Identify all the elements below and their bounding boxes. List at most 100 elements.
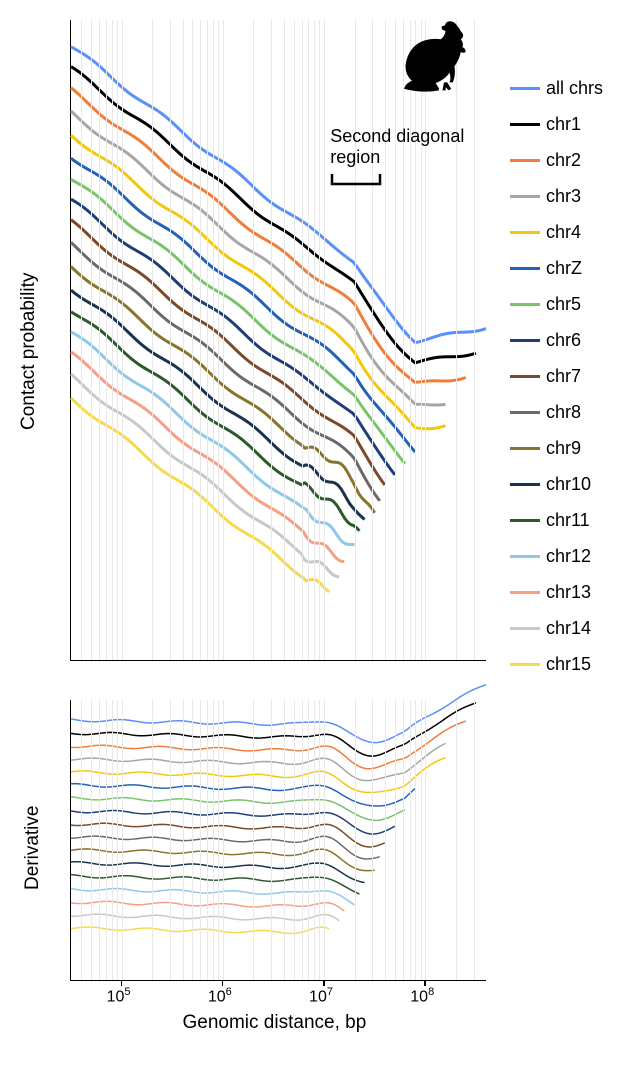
gridline (302, 20, 303, 660)
gridline (410, 20, 411, 660)
legend-label: chrZ (546, 258, 582, 279)
gridline (294, 20, 295, 660)
series-line (71, 823, 385, 847)
gridline (117, 20, 118, 660)
legend-swatch (510, 303, 540, 306)
legend-swatch (510, 411, 540, 414)
ylabel-bottom: Derivative (22, 806, 44, 890)
gridline (81, 700, 82, 980)
gridline (183, 20, 184, 660)
gridline (112, 20, 113, 660)
gridline (213, 700, 214, 980)
gridline (183, 700, 184, 980)
figure: Contact probability Second diagonalregio… (0, 0, 644, 1067)
series-line (71, 810, 395, 834)
gridline (314, 700, 315, 980)
legend-label: chr13 (546, 582, 591, 603)
legend-item: chr15 (510, 646, 603, 682)
legend-swatch (510, 159, 540, 162)
gridline (403, 20, 404, 660)
gridline (117, 700, 118, 980)
gridline (91, 20, 92, 660)
gridline (324, 20, 325, 660)
gridline (355, 700, 356, 980)
legend-label: chr9 (546, 438, 581, 459)
legend-item: chr8 (510, 394, 603, 430)
gridline (425, 20, 426, 660)
legend-swatch (510, 339, 540, 342)
plot-area-bottom (70, 700, 486, 981)
gridline (410, 700, 411, 980)
legend-item: chr12 (510, 538, 603, 574)
gridline (271, 20, 272, 660)
legend-swatch (510, 123, 540, 126)
plot-area-top (70, 20, 486, 661)
gridline (122, 20, 123, 660)
gridline (106, 700, 107, 980)
gridline (415, 20, 416, 660)
legend-item: chr5 (510, 286, 603, 322)
gridline (294, 700, 295, 980)
legend-item: chr11 (510, 502, 603, 538)
legend-swatch (510, 663, 540, 666)
lines-bottom (71, 700, 486, 980)
panel-contact-probability (70, 20, 485, 660)
legend-item: all chrs (510, 70, 603, 106)
legend-swatch (510, 483, 540, 486)
gridline (415, 700, 416, 980)
gridline (456, 20, 457, 660)
xtick (121, 980, 123, 986)
legend-label: chr5 (546, 294, 581, 315)
xtick-label: 107 (309, 986, 333, 1006)
gridline (372, 20, 373, 660)
legend-swatch (510, 447, 540, 450)
gridline (192, 20, 193, 660)
chicken-icon (400, 20, 480, 92)
series-line (71, 135, 446, 429)
gridline (385, 700, 386, 980)
xtick-label: 108 (410, 986, 434, 1006)
gridline (324, 700, 325, 980)
legend-swatch (510, 375, 540, 378)
legend-swatch (510, 627, 540, 630)
ylabel-top: Contact probability (18, 272, 40, 429)
gridline (253, 700, 254, 980)
legend-label: chr2 (546, 150, 581, 171)
legend-swatch (510, 591, 540, 594)
gridline (122, 700, 123, 980)
panel-derivative (70, 700, 485, 980)
gridline (218, 700, 219, 980)
series-line (71, 312, 359, 531)
legend-label: chr14 (546, 618, 591, 639)
gridline (91, 700, 92, 980)
gridline (302, 700, 303, 980)
legend-label: chr8 (546, 402, 581, 423)
xtick (424, 980, 426, 986)
gridline (200, 20, 201, 660)
gridline (421, 700, 422, 980)
bracket-icon (330, 172, 384, 190)
gridline (152, 20, 153, 660)
gridline (200, 700, 201, 980)
legend-label: chr11 (546, 510, 590, 531)
xtick (323, 980, 325, 986)
gridline (253, 20, 254, 660)
legend-swatch (510, 267, 540, 270)
legend-item: chr10 (510, 466, 603, 502)
legend-item: chr2 (510, 142, 603, 178)
gridline (284, 20, 285, 660)
legend-swatch (510, 231, 540, 234)
legend-label: chr10 (546, 474, 591, 495)
gridline (152, 700, 153, 980)
gridline (99, 20, 100, 660)
legend-item: chr13 (510, 574, 603, 610)
xtick-label: 105 (107, 986, 131, 1006)
legend-item: chr14 (510, 610, 603, 646)
series-line (71, 685, 486, 743)
gridline (385, 20, 386, 660)
legend-label: chr1 (546, 114, 581, 135)
gridline (421, 20, 422, 660)
legend-label: chr3 (546, 186, 581, 207)
gridline (355, 20, 356, 660)
legend-item: chrZ (510, 250, 603, 286)
